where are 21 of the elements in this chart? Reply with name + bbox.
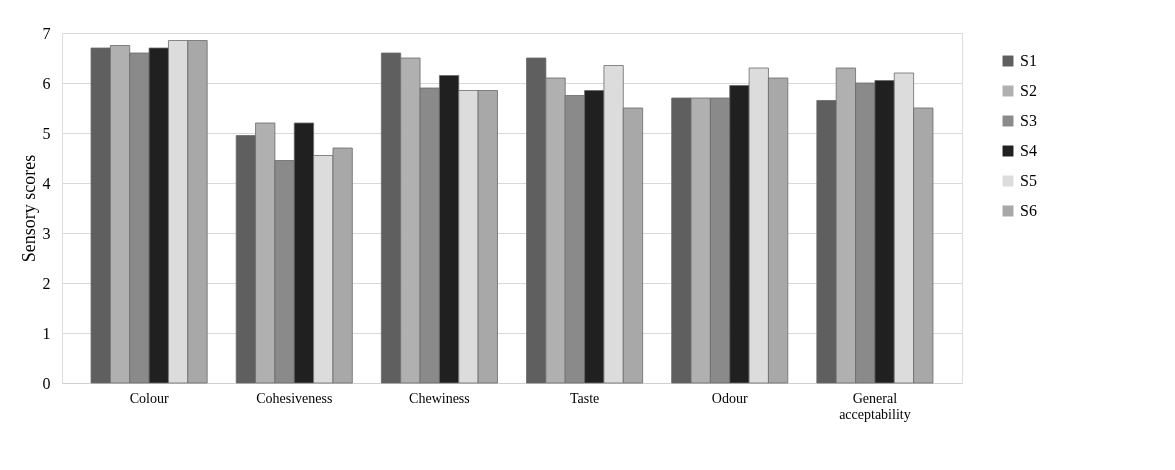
x-tick-label: Chewiness bbox=[409, 390, 470, 406]
x-tick-label: Colour bbox=[129, 390, 169, 406]
x-tick-label: Cohesiveness bbox=[256, 390, 333, 406]
y-tick-label: 4 bbox=[42, 174, 51, 192]
legend-label: S6 bbox=[1020, 202, 1037, 219]
x-tick-label: Taste bbox=[569, 390, 600, 406]
y-tick-label: 5 bbox=[42, 124, 51, 142]
legend-label: S3 bbox=[1020, 112, 1037, 129]
legend-label: S5 bbox=[1020, 172, 1037, 189]
y-tick-label: 1 bbox=[42, 324, 51, 342]
y-tick-label: 3 bbox=[42, 224, 51, 242]
y-tick-label: 7 bbox=[42, 24, 51, 42]
y-axis-title: Sensory scores bbox=[18, 154, 39, 263]
legend-label: S4 bbox=[1020, 142, 1037, 159]
x-tick-label: Odour bbox=[711, 390, 748, 406]
x-tick-label: General acceptability bbox=[839, 390, 911, 422]
legend-label: S2 bbox=[1020, 82, 1037, 99]
y-tick-label: 6 bbox=[42, 74, 51, 92]
legend-label: S1 bbox=[1020, 52, 1037, 69]
y-tick-label: 2 bbox=[42, 274, 51, 292]
y-tick-label: 0 bbox=[42, 374, 51, 392]
